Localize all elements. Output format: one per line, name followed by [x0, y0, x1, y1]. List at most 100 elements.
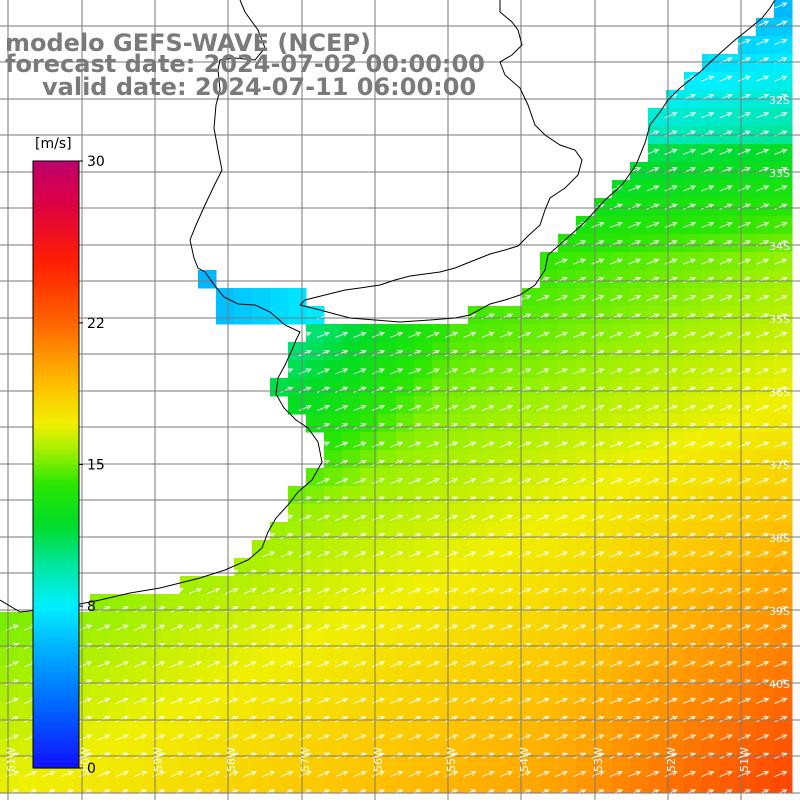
field-cell — [774, 486, 793, 505]
field-cell — [648, 414, 667, 433]
field-cell — [504, 324, 523, 343]
colorbar-segment — [33, 282, 79, 288]
wind-arrow — [793, 186, 800, 191]
field-cell — [666, 522, 685, 541]
wind-arrow-shaft — [793, 204, 800, 209]
colorbar-segment — [33, 303, 79, 309]
field-cell — [558, 288, 577, 307]
wind-arrow — [793, 588, 800, 593]
field-cell — [612, 486, 631, 505]
field-cell — [324, 414, 343, 433]
field-cell — [504, 432, 523, 451]
colorbar-segment — [33, 596, 79, 602]
field-cell — [306, 504, 325, 523]
field-cell — [684, 198, 703, 217]
wind-arrow-shaft — [793, 699, 800, 704]
field-cell — [0, 666, 19, 685]
field-cell — [108, 720, 127, 739]
field-cell — [324, 432, 343, 451]
field-cell — [612, 414, 631, 433]
field-cell — [486, 684, 505, 703]
field-cell — [324, 738, 343, 757]
field-cell — [486, 720, 505, 739]
field-cell — [756, 324, 775, 343]
field-cell — [414, 414, 433, 433]
field-cell — [396, 486, 415, 505]
field-cell — [630, 450, 649, 469]
field-cell — [522, 342, 541, 361]
field-cell — [468, 576, 487, 595]
colorbar-segment — [33, 414, 79, 420]
field-cell — [522, 576, 541, 595]
field-cell — [702, 72, 721, 91]
colorbar-segment — [33, 429, 79, 435]
colorbar-segment — [33, 652, 79, 658]
field-cell — [180, 666, 199, 685]
wind-arrow-shaft — [793, 40, 800, 45]
field-cell — [396, 324, 415, 343]
field-cell — [576, 288, 595, 307]
wind-arrow-shaft — [793, 424, 800, 429]
field-cell — [558, 324, 577, 343]
field-cell — [288, 288, 307, 307]
field-cell — [108, 702, 127, 721]
lat-label: 32S — [769, 94, 790, 107]
wind-arrow — [793, 259, 800, 264]
wind-arrow-shaft — [793, 333, 800, 338]
wind-arrow — [793, 277, 800, 282]
field-cell — [324, 450, 343, 469]
wind-arrow — [793, 3, 800, 8]
field-cell — [252, 558, 271, 577]
field-cell — [540, 522, 559, 541]
field-cell — [108, 612, 127, 631]
field-cell — [594, 396, 613, 415]
colorbar-segment — [33, 363, 79, 369]
field-cell — [504, 360, 523, 379]
field-cell — [288, 540, 307, 559]
field-cell — [450, 342, 469, 361]
colorbar-tick-label: 15 — [87, 458, 105, 474]
colorbar-segment — [33, 449, 79, 455]
field-cell — [324, 468, 343, 487]
field-cell — [774, 216, 793, 235]
wind-arrow-shaft — [793, 259, 800, 264]
field-cell — [468, 414, 487, 433]
field-cell — [126, 684, 145, 703]
field-cell — [720, 738, 739, 757]
lon-label: 55W — [445, 747, 458, 772]
field-cell — [450, 432, 469, 451]
colorbar-segment — [33, 712, 79, 718]
field-cell — [576, 558, 595, 577]
field-cell — [180, 684, 199, 703]
field-cell — [522, 306, 541, 325]
field-cell — [540, 576, 559, 595]
colorbar-segment — [33, 530, 79, 536]
colorbar-segment — [33, 176, 79, 182]
field-cell — [630, 540, 649, 559]
field-cell — [702, 108, 721, 127]
field-cell — [324, 486, 343, 505]
colorbar-segment — [33, 196, 79, 202]
lat-label: 38S — [769, 532, 790, 545]
field-cell — [414, 702, 433, 721]
colorbar-segment — [33, 672, 79, 678]
field-cell — [540, 432, 559, 451]
field-cell — [324, 342, 343, 361]
colorbar-segment — [33, 566, 79, 572]
field-cell — [234, 648, 253, 667]
field-cell — [270, 540, 289, 559]
wind-arrow-shaft — [793, 387, 800, 392]
wind-arrow — [793, 222, 800, 227]
field-cell — [342, 720, 361, 739]
colorbar-segment — [33, 389, 79, 395]
field-cell — [504, 378, 523, 397]
colorbar-segment — [33, 490, 79, 496]
field-cell — [612, 612, 631, 631]
field-cell — [270, 522, 289, 541]
field-cell — [522, 378, 541, 397]
field-cell — [450, 414, 469, 433]
colorbar-segment — [33, 272, 79, 278]
field-cell — [720, 108, 739, 127]
field-cell — [198, 666, 217, 685]
